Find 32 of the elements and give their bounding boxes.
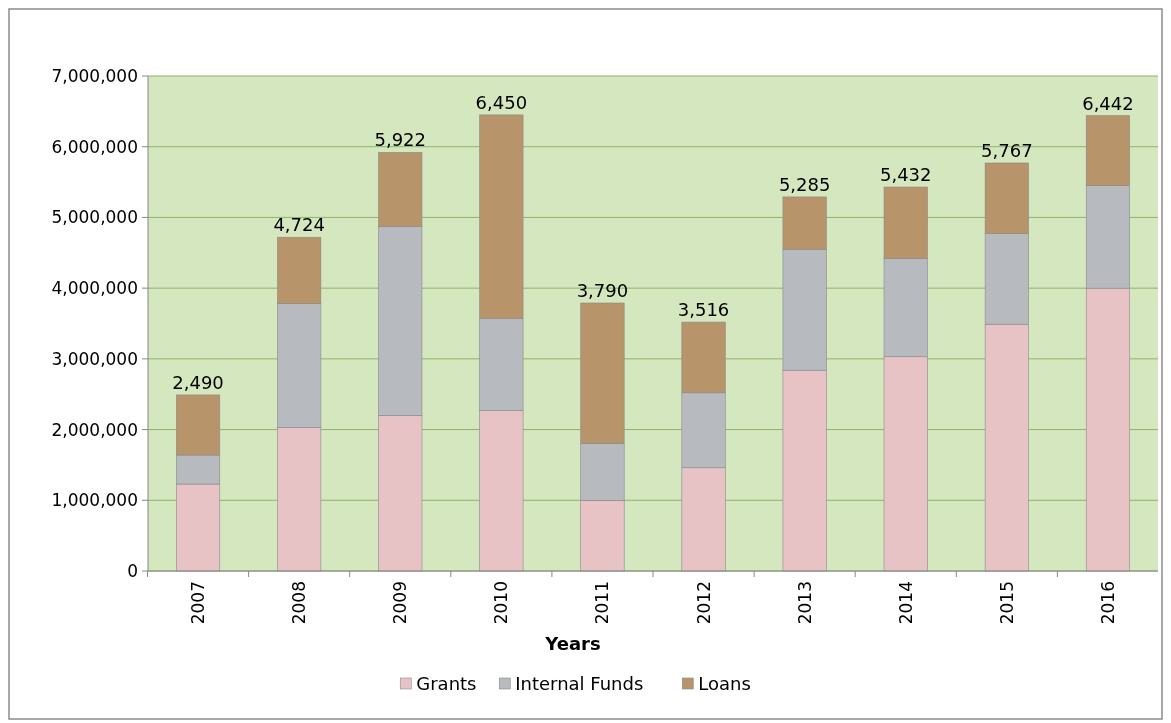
x-axis-title: Years <box>544 633 601 654</box>
y-tick-label: 1,000,000 <box>51 490 138 511</box>
annotation: 3,516 <box>677 299 730 321</box>
annotation: 3,790 <box>576 279 629 301</box>
annotation: 5,285 <box>778 173 831 195</box>
annotation: 5,922 <box>374 129 427 151</box>
legend-label: Grants <box>416 673 477 695</box>
annotation: 2,490 <box>172 371 224 393</box>
y-tick-label: 7,000,000 <box>51 65 138 86</box>
x-tick-label: 2015 <box>996 581 1017 625</box>
x-tick-label: 2010 <box>491 581 512 625</box>
x-tick-label: 2009 <box>390 581 411 625</box>
y-tick-label: 2,000,000 <box>51 419 138 440</box>
y-tick-label: 5,000,000 <box>51 207 138 228</box>
annotation: 6,442 <box>1082 92 1134 114</box>
annotation: 6,450 <box>475 91 528 113</box>
x-tick-label: 2012 <box>693 581 714 625</box>
y-tick-label: 6,000,000 <box>51 136 138 157</box>
x-tick-label: 2013 <box>794 581 815 625</box>
y-tick-label: 3,000,000 <box>51 348 138 369</box>
annotation: 5,767 <box>981 139 1033 161</box>
annotation: 5,432 <box>879 164 932 186</box>
x-tick-label: 2008 <box>289 581 310 625</box>
x-tick-label: 2007 <box>188 581 208 625</box>
y-tick-label: 0 <box>127 560 138 581</box>
annotation: 4,724 <box>273 214 325 236</box>
x-tick-label: 2014 <box>895 581 916 625</box>
legend-label: Loans <box>698 673 751 695</box>
legend-label: Internal Funds <box>515 673 644 695</box>
y-tick-label: 4,000,000 <box>51 278 138 299</box>
x-tick-label: 2016 <box>1097 581 1118 625</box>
x-tick-label: 2011 <box>592 581 613 625</box>
